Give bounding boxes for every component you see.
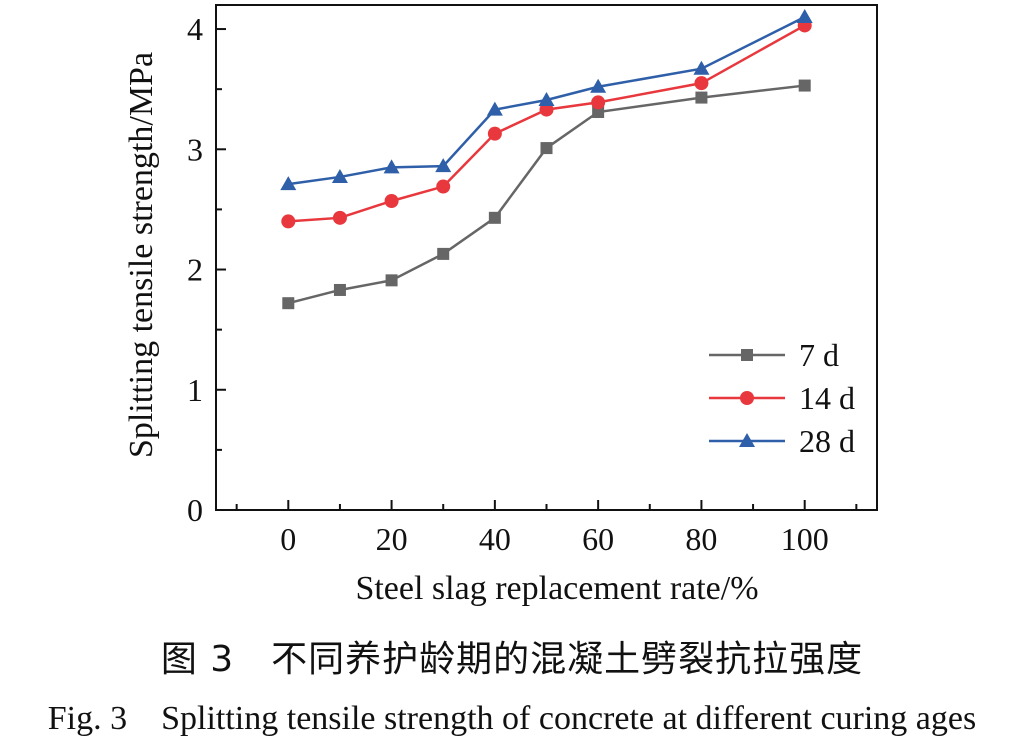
y-axis: 0 1 2 3 4 [187,11,226,528]
legend-label: 7 d [799,337,839,373]
legend-item: 28 d [709,423,855,459]
series-7d [282,79,811,310]
data-point [694,76,709,91]
x-tick-label: 20 [376,521,408,557]
data-point [385,274,398,287]
data-point [332,210,347,225]
figure-caption-chinese: 图 3 不同养护龄期的混凝土劈裂抗拉强度 [160,639,864,680]
legend-marker [740,391,754,405]
chart: 0 20 40 60 80 100 0 1 2 3 4 7 d 14 d 28 d Steel sla… [123,4,878,607]
data-point [538,91,555,106]
data-point [435,158,452,173]
series-14d [281,18,812,229]
data-point [436,179,451,194]
data-point [592,106,605,119]
data-point [384,193,399,208]
data-point [798,79,811,92]
data-point [383,159,400,174]
legend-item: 14 d [709,380,855,416]
y-tick-label: 4 [187,11,203,47]
data-point [280,176,297,191]
data-point [488,211,501,224]
plot-frame [215,4,878,511]
y-tick-label: 1 [187,372,203,408]
data-point [695,91,708,104]
legend-marker [739,433,755,447]
x-tick-label: 40 [479,521,511,557]
data-point [796,9,813,24]
series-28d [280,9,813,191]
data-point [331,168,348,183]
legend-marker [741,349,753,361]
data-point [333,283,346,296]
x-tick-label: 0 [280,521,296,557]
x-axis-label: Steel slag replacement rate/% [355,570,758,607]
x-tick-label: 60 [582,521,614,557]
figure-caption-english: Fig. 3 Splitting tensile strength of con… [47,700,977,737]
y-axis-label: Splitting tensile strength/MPa [123,52,160,458]
x-tick-label: 100 [781,521,829,557]
y-tick-label: 0 [187,492,203,528]
data-point [437,247,450,260]
x-tick-label: 80 [685,521,717,557]
data-point [540,142,553,155]
data-point [539,102,554,117]
legend-label: 28 d [799,423,855,459]
data-point [590,78,607,93]
legend-item: 7 d [709,337,839,373]
x-axis: 0 20 40 60 80 100 [235,500,858,557]
series-line [287,84,805,305]
data-point [591,95,606,110]
data-point [281,214,296,229]
data-point [282,297,295,310]
data-point [693,60,710,75]
data-point [486,101,503,116]
y-tick-label: 2 [187,252,203,288]
legend-label: 14 d [799,380,855,416]
legend: 7 d 14 d 28 d [709,337,855,459]
series-layer [280,9,813,310]
y-tick-label: 3 [187,131,203,167]
data-point [487,126,502,141]
